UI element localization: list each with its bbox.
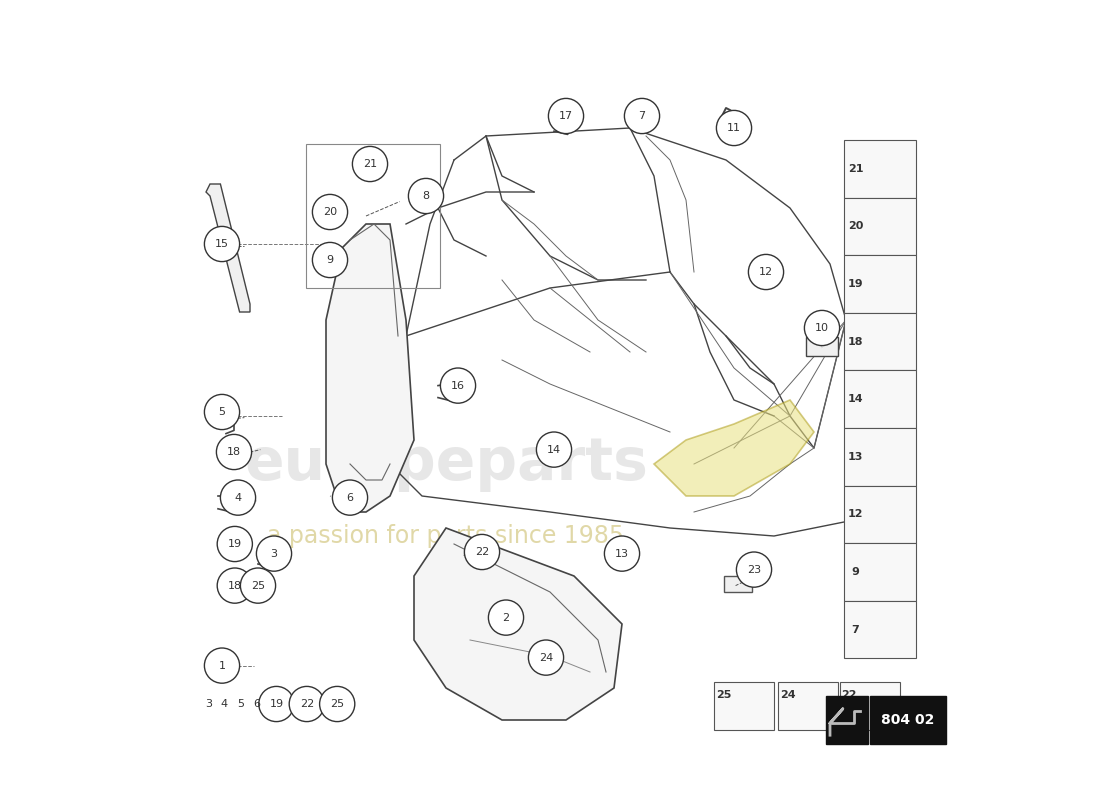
Text: 21: 21 <box>848 164 864 174</box>
Bar <box>714 682 774 730</box>
Circle shape <box>604 536 639 571</box>
Text: 18: 18 <box>227 447 241 457</box>
Circle shape <box>464 534 499 570</box>
Bar <box>845 313 916 370</box>
Text: 5: 5 <box>219 407 225 417</box>
Circle shape <box>332 480 367 515</box>
Circle shape <box>549 98 584 134</box>
Text: 8: 8 <box>422 191 430 201</box>
Circle shape <box>408 178 443 214</box>
Circle shape <box>258 686 294 722</box>
Bar <box>845 601 916 658</box>
Text: 4: 4 <box>221 699 228 709</box>
Text: 2: 2 <box>503 613 509 622</box>
Bar <box>845 255 916 313</box>
Text: 7: 7 <box>851 625 859 634</box>
Polygon shape <box>414 528 622 720</box>
Text: 804 02: 804 02 <box>881 713 935 727</box>
Circle shape <box>716 110 751 146</box>
Text: 18: 18 <box>228 581 242 590</box>
Bar <box>826 696 868 744</box>
Circle shape <box>205 226 240 262</box>
Text: 19: 19 <box>848 279 864 289</box>
Text: 22: 22 <box>475 547 490 557</box>
Bar <box>778 682 838 730</box>
Circle shape <box>205 394 240 430</box>
Polygon shape <box>654 400 814 496</box>
Bar <box>870 696 946 744</box>
Circle shape <box>220 480 255 515</box>
Text: 11: 11 <box>727 123 741 133</box>
Text: 12: 12 <box>759 267 773 277</box>
Text: 1: 1 <box>219 661 225 670</box>
Bar <box>839 682 900 730</box>
Circle shape <box>312 242 348 278</box>
Circle shape <box>528 640 563 675</box>
Text: 14: 14 <box>848 394 864 404</box>
Text: 4: 4 <box>234 493 242 502</box>
Circle shape <box>804 310 839 346</box>
Text: 9: 9 <box>327 255 333 265</box>
Text: 12: 12 <box>848 510 864 519</box>
Text: 18: 18 <box>848 337 864 346</box>
Circle shape <box>205 648 240 683</box>
Text: 16: 16 <box>451 381 465 390</box>
Circle shape <box>440 368 475 403</box>
Text: 3: 3 <box>205 699 212 709</box>
Text: 15: 15 <box>214 239 229 249</box>
Text: 6: 6 <box>253 699 260 709</box>
Text: 25: 25 <box>716 690 732 699</box>
Bar <box>845 198 916 255</box>
Circle shape <box>537 432 572 467</box>
Text: 25: 25 <box>330 699 344 709</box>
Text: 6: 6 <box>346 493 353 502</box>
Circle shape <box>241 568 276 603</box>
Circle shape <box>312 194 348 230</box>
Text: 14: 14 <box>547 445 561 454</box>
Bar <box>845 428 916 486</box>
Bar <box>845 543 916 601</box>
Circle shape <box>256 536 292 571</box>
Text: 7: 7 <box>638 111 646 121</box>
Text: 13: 13 <box>615 549 629 558</box>
Text: 3: 3 <box>271 549 277 558</box>
Text: 9: 9 <box>851 567 859 577</box>
Text: 21: 21 <box>363 159 377 169</box>
Text: 24: 24 <box>780 690 795 699</box>
Bar <box>845 140 916 198</box>
Text: 25: 25 <box>251 581 265 590</box>
Polygon shape <box>206 184 250 312</box>
Circle shape <box>289 686 324 722</box>
Bar <box>306 144 440 288</box>
Text: 13: 13 <box>848 452 864 462</box>
Text: 10: 10 <box>815 323 829 333</box>
Text: 22: 22 <box>842 690 857 699</box>
Bar <box>725 576 751 592</box>
Bar <box>845 486 916 543</box>
Circle shape <box>736 552 771 587</box>
Text: europeparts: europeparts <box>244 435 648 493</box>
Circle shape <box>625 98 660 134</box>
Bar <box>845 370 916 428</box>
Circle shape <box>217 434 252 470</box>
Text: 22: 22 <box>299 699 314 709</box>
Text: 19: 19 <box>270 699 284 709</box>
Text: a passion for parts since 1985: a passion for parts since 1985 <box>267 524 625 548</box>
Circle shape <box>352 146 387 182</box>
Circle shape <box>217 526 252 562</box>
Text: 20: 20 <box>323 207 337 217</box>
Circle shape <box>488 600 524 635</box>
Circle shape <box>320 686 355 722</box>
Text: 17: 17 <box>559 111 573 121</box>
Polygon shape <box>326 224 414 512</box>
Text: 24: 24 <box>539 653 553 662</box>
Text: 19: 19 <box>228 539 242 549</box>
Circle shape <box>748 254 783 290</box>
Circle shape <box>217 568 252 603</box>
Text: 5: 5 <box>236 699 244 709</box>
Text: 20: 20 <box>848 222 864 231</box>
Bar <box>806 337 838 356</box>
Text: 23: 23 <box>747 565 761 574</box>
